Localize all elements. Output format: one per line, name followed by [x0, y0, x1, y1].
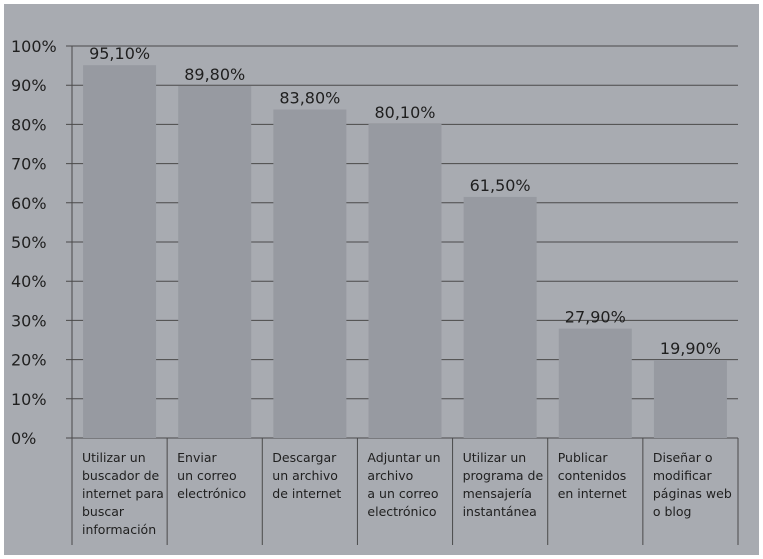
bar — [178, 85, 252, 438]
y-tick-label: 50% — [11, 233, 47, 252]
data-label: 61,50% — [470, 176, 531, 195]
category-label-line: un correo — [177, 468, 236, 483]
data-label: 27,90% — [565, 308, 626, 327]
category-label-line: electrónico — [177, 486, 246, 501]
data-label: 89,80% — [184, 65, 245, 84]
category-label-line: Adjuntar un — [367, 450, 440, 465]
category-label-line: Publicar — [558, 450, 609, 465]
y-tick-label: 10% — [11, 390, 47, 409]
y-tick-label: 70% — [11, 155, 47, 174]
category-label-line: mensajería — [463, 486, 532, 501]
category-label-line: a un correo — [367, 486, 438, 501]
y-tick-label: 40% — [11, 272, 47, 291]
category-label-line: de internet — [272, 486, 341, 501]
category-label-line: modificar — [653, 468, 713, 483]
category-label-line: internet para — [82, 486, 164, 501]
category-label-line: Enviar — [177, 450, 217, 465]
y-tick-label: 60% — [11, 194, 47, 213]
category-label: Descargar un archivo de internet — [272, 450, 341, 501]
labels: 0% 10% 20% 30% 40% 50% 60% 70% 80% 90% 100% 95,10% U… — [11, 37, 732, 537]
category-label: Diseñar o modificar páginas web o blog — [653, 450, 732, 519]
bar — [83, 65, 157, 438]
category-label-line: Utilizar un — [463, 450, 527, 465]
bar — [273, 109, 347, 438]
bars — [83, 65, 727, 439]
data-label: 95,10% — [89, 44, 150, 63]
category-label: Utilizar un programa de mensajería instantá… — [463, 450, 544, 519]
category-label-line: programa de — [463, 468, 544, 483]
chart-area: 0% 10% 20% 30% 40% 50% 60% 70% 80% 90% 100% 95,10% U… — [4, 4, 759, 555]
category-label-line: Descargar — [272, 450, 337, 465]
bar — [653, 359, 727, 438]
category-label: Adjuntar un archivo a un correo electrónico — [367, 450, 440, 519]
y-tick-label: 80% — [11, 115, 47, 134]
category-label-line: o blog — [653, 504, 692, 519]
category-label-line: páginas web — [653, 486, 732, 501]
y-tick-label: 0% — [11, 429, 36, 448]
category-label-line: buscar — [82, 504, 125, 519]
category-label-line: Utilizar un — [82, 450, 146, 465]
category-label-line: archivo — [367, 468, 413, 483]
y-tick-label: 20% — [11, 351, 47, 370]
category-label-line: Diseñar o — [653, 450, 713, 465]
y-tick-label: 30% — [11, 311, 47, 330]
data-label: 19,90% — [660, 339, 721, 358]
category-label-line: electrónico — [367, 504, 436, 519]
data-label: 80,10% — [374, 103, 435, 122]
y-tick-label: 90% — [11, 76, 47, 95]
bar — [463, 196, 537, 438]
category-label-line: instantánea — [463, 504, 537, 519]
category-label: Utilizar un buscador de internet para busca… — [82, 450, 164, 537]
bar — [368, 124, 442, 439]
category-label-line: un archivo — [272, 468, 338, 483]
category-label-line: buscador de — [82, 468, 160, 483]
bar — [558, 328, 632, 438]
category-label: Enviar un correo electrónico — [177, 450, 246, 501]
bar-chart: 0% 10% 20% 30% 40% 50% 60% 70% 80% 90% 100% 95,10% U… — [11, 37, 739, 545]
y-tick-label: 100% — [11, 37, 57, 56]
category-label-line: información — [82, 522, 156, 537]
category-label-line: en internet — [558, 486, 627, 501]
data-label: 83,80% — [279, 89, 340, 108]
axes — [71, 46, 739, 545]
category-label-line: contenidos — [558, 468, 627, 483]
category-label: Publicar contenidos en internet — [558, 450, 627, 501]
